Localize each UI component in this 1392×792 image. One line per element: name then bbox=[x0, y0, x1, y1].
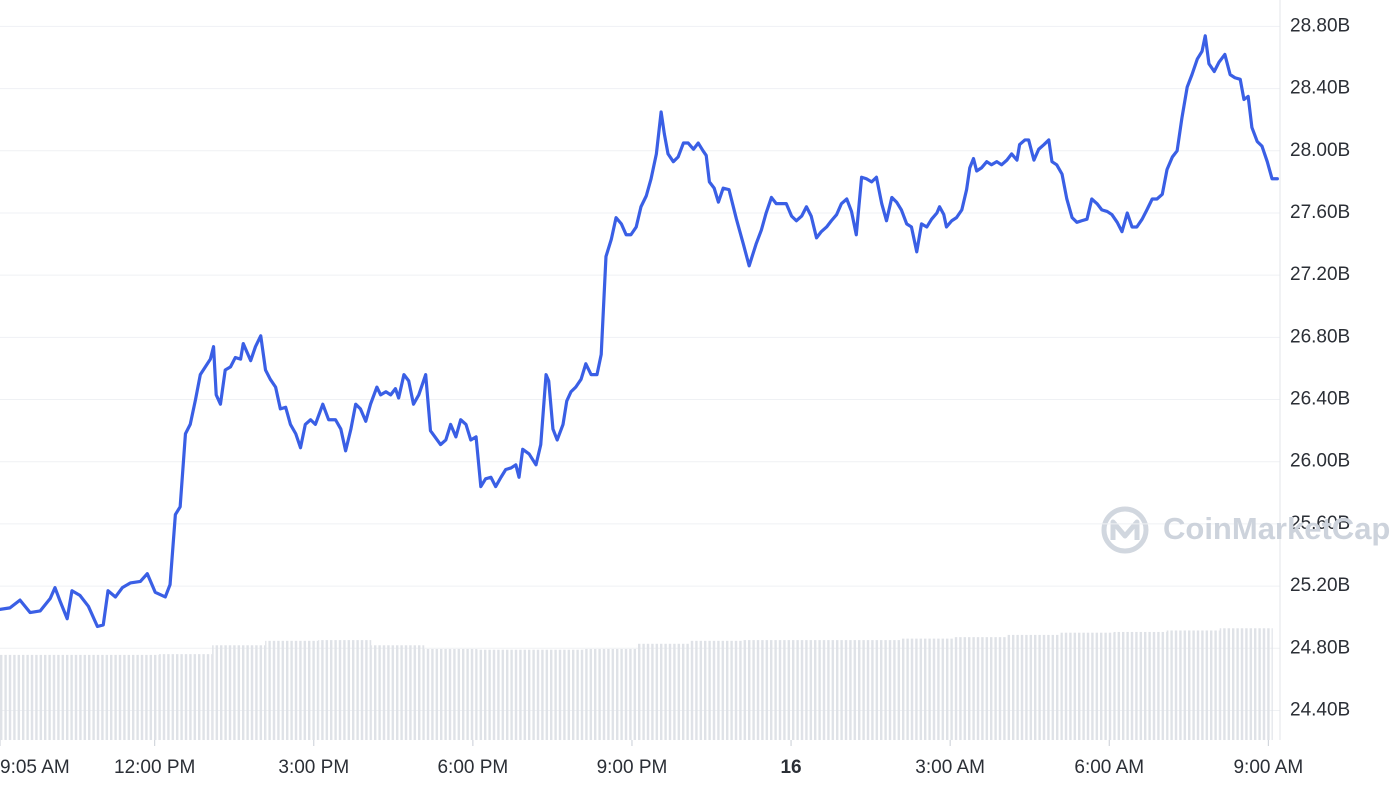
volume-bar bbox=[424, 648, 478, 740]
volume-bar bbox=[530, 649, 584, 740]
y-tick-label: 27.20B bbox=[1290, 264, 1350, 285]
y-tick-label: 27.60B bbox=[1290, 202, 1350, 223]
volume-bar bbox=[1219, 628, 1273, 740]
volume-bar bbox=[1060, 632, 1114, 740]
volume-bar bbox=[1166, 630, 1220, 740]
volume-bar bbox=[106, 654, 160, 740]
x-tick-label: 9:05 AM bbox=[0, 757, 70, 778]
volume-bar bbox=[318, 640, 372, 740]
y-tick-label: 28.00B bbox=[1290, 140, 1350, 161]
y-tick-label: 25.60B bbox=[1290, 513, 1350, 534]
x-tick-label: 16 bbox=[780, 757, 801, 778]
y-tick-label: 28.80B bbox=[1290, 15, 1350, 36]
volume-bar bbox=[954, 637, 1008, 740]
volume-bar bbox=[1113, 631, 1167, 740]
watermark-logo bbox=[1101, 506, 1149, 554]
watermark-text: CoinMarketCap bbox=[1163, 511, 1390, 546]
volume-bar bbox=[901, 638, 955, 740]
volume-bar bbox=[0, 654, 54, 740]
x-tick-label: 6:00 PM bbox=[437, 757, 508, 778]
x-tick-label: 9:00 AM bbox=[1233, 757, 1303, 778]
volume-bar bbox=[848, 640, 902, 740]
x-tick-label: 3:00 AM bbox=[915, 757, 985, 778]
y-tick-label: 26.40B bbox=[1290, 389, 1350, 410]
watermark-logo bbox=[1110, 519, 1140, 540]
volume-bar bbox=[371, 645, 425, 740]
x-tick-label: 3:00 PM bbox=[278, 757, 349, 778]
volume-bar bbox=[742, 640, 796, 740]
x-tick-label: 9:00 PM bbox=[597, 757, 668, 778]
volume-bar bbox=[212, 645, 266, 740]
volume-bar bbox=[795, 640, 849, 740]
volume-bar bbox=[583, 648, 637, 740]
y-tick-label: 26.00B bbox=[1290, 451, 1350, 472]
volume-bar bbox=[636, 643, 690, 740]
volume-bar bbox=[689, 640, 743, 740]
x-tick-label: 12:00 PM bbox=[114, 757, 195, 778]
y-tick-label: 24.80B bbox=[1290, 637, 1350, 658]
price-line bbox=[0, 34, 1279, 629]
volume-bar bbox=[159, 654, 213, 740]
y-tick-label: 24.40B bbox=[1290, 699, 1350, 720]
y-tick-label: 25.20B bbox=[1290, 575, 1350, 596]
volume-bar bbox=[53, 654, 107, 740]
volume-bar bbox=[477, 649, 531, 740]
y-tick-label: 28.40B bbox=[1290, 78, 1350, 99]
volume-bar bbox=[1007, 634, 1061, 740]
y-tick-label: 26.80B bbox=[1290, 326, 1350, 347]
x-tick-label: 6:00 AM bbox=[1074, 757, 1144, 778]
volume-bar bbox=[265, 640, 319, 740]
watermark bbox=[1101, 506, 1149, 554]
